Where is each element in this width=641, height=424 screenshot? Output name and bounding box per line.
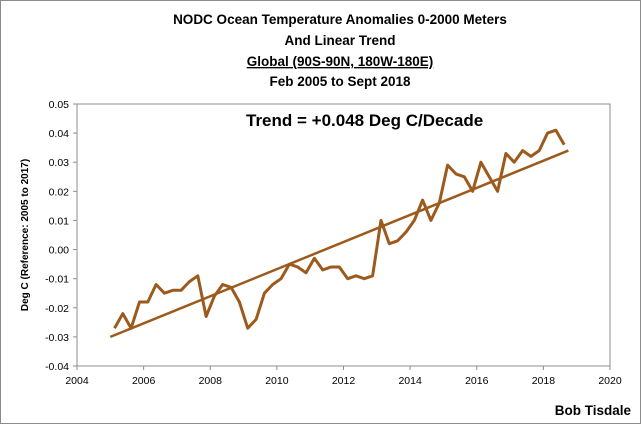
title-line-1: NODC Ocean Temperature Anomalies 0-2000 … <box>173 12 507 27</box>
credit-label: Bob Tisdale <box>555 403 632 418</box>
anomaly-series-line <box>113 128 566 330</box>
x-tick-label: 2004 <box>65 375 89 387</box>
title-line-3: Global (90S-90N, 180W-180E) <box>247 54 434 69</box>
y-tick-label: 0.00 <box>49 245 70 257</box>
y-tick-label: -0.01 <box>45 274 69 286</box>
y-tick-label: 0.01 <box>49 215 70 227</box>
y-tick-label: 0.03 <box>49 157 70 169</box>
x-tick-label: 2012 <box>332 375 356 387</box>
x-tick-label: 2006 <box>132 375 156 387</box>
y-tick-label: 0.05 <box>49 99 70 111</box>
x-tick-label: 2010 <box>265 375 289 387</box>
y-tick-label: -0.02 <box>45 303 69 315</box>
y-tick-label: -0.04 <box>45 361 69 373</box>
x-tick-label: 2014 <box>398 375 422 387</box>
y-axis: 0.05 0.04 0.03 0.02 0.01 0.00 -0.01 -0.02 -0.03 -… <box>45 99 77 373</box>
series-layer <box>109 128 569 339</box>
x-tick-label: 2018 <box>532 375 556 387</box>
y-tick-label: 0.04 <box>49 128 70 140</box>
title-line-2: And Linear Trend <box>284 33 395 48</box>
x-axis: 2004 2006 2008 2010 2012 2014 2016 2018 2020 <box>65 366 622 387</box>
plot-area <box>76 103 611 367</box>
x-tick-label: 2016 <box>465 375 489 387</box>
y-tick-label: 0.02 <box>49 186 70 198</box>
chart-title: NODC Ocean Temperature Anomalies 0-2000 … <box>173 12 507 89</box>
y-tick-label: -0.03 <box>45 332 69 344</box>
y-axis-label: Deg C (Reference: 2005 to 2017) <box>20 159 31 311</box>
trend-annotation: Trend = +0.048 Deg C/Decade <box>246 111 483 130</box>
x-tick-label: 2008 <box>199 375 223 387</box>
title-line-4: Feb 2005 to Sept 2018 <box>269 74 411 89</box>
x-tick-label: 2020 <box>598 375 622 387</box>
linear-trend-line <box>109 149 569 339</box>
